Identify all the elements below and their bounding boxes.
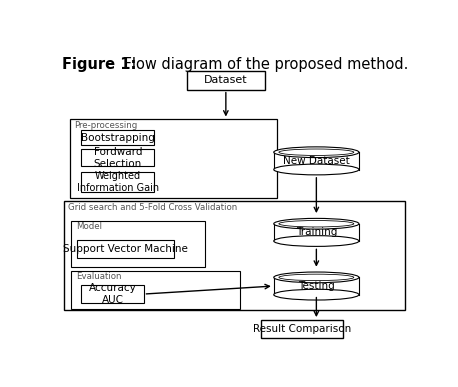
Text: Weighted
Information Gain: Weighted Information Gain (76, 171, 159, 193)
Text: Pre-processing: Pre-processing (74, 121, 137, 130)
Text: Fordward
Selection: Fordward Selection (93, 147, 142, 169)
Text: Flow diagram of the proposed method.: Flow diagram of the proposed method. (119, 57, 409, 72)
Text: Support Vector Machine: Support Vector Machine (63, 244, 188, 254)
FancyBboxPatch shape (70, 120, 277, 199)
FancyBboxPatch shape (82, 172, 154, 192)
Text: Figure 1:: Figure 1: (61, 57, 136, 72)
FancyBboxPatch shape (187, 71, 265, 90)
Bar (274, 152, 359, 170)
Ellipse shape (274, 164, 359, 175)
Ellipse shape (274, 272, 359, 283)
FancyBboxPatch shape (64, 201, 405, 310)
FancyBboxPatch shape (262, 320, 343, 338)
Text: Result Comparison: Result Comparison (253, 324, 351, 334)
Bar (274, 224, 359, 241)
Text: Dataset: Dataset (204, 75, 248, 86)
Ellipse shape (274, 218, 359, 229)
FancyBboxPatch shape (82, 149, 154, 166)
Text: Accuracy
AUC: Accuracy AUC (88, 283, 136, 305)
Ellipse shape (274, 236, 359, 247)
Bar (274, 277, 359, 295)
Text: Bootstrapping: Bootstrapping (81, 133, 155, 143)
Text: New Dataset: New Dataset (283, 156, 350, 166)
FancyBboxPatch shape (82, 285, 143, 303)
FancyBboxPatch shape (77, 240, 174, 258)
Text: Evaluation: Evaluation (76, 272, 121, 281)
Text: Model: Model (76, 222, 102, 231)
FancyBboxPatch shape (71, 221, 205, 267)
FancyBboxPatch shape (82, 130, 154, 145)
Text: Grid search and 5-Fold Cross Validation: Grid search and 5-Fold Cross Validation (68, 203, 237, 212)
FancyBboxPatch shape (71, 271, 240, 309)
Text: Training: Training (296, 228, 337, 237)
Text: Testing: Testing (298, 281, 335, 291)
Ellipse shape (274, 289, 359, 300)
Ellipse shape (274, 147, 359, 158)
